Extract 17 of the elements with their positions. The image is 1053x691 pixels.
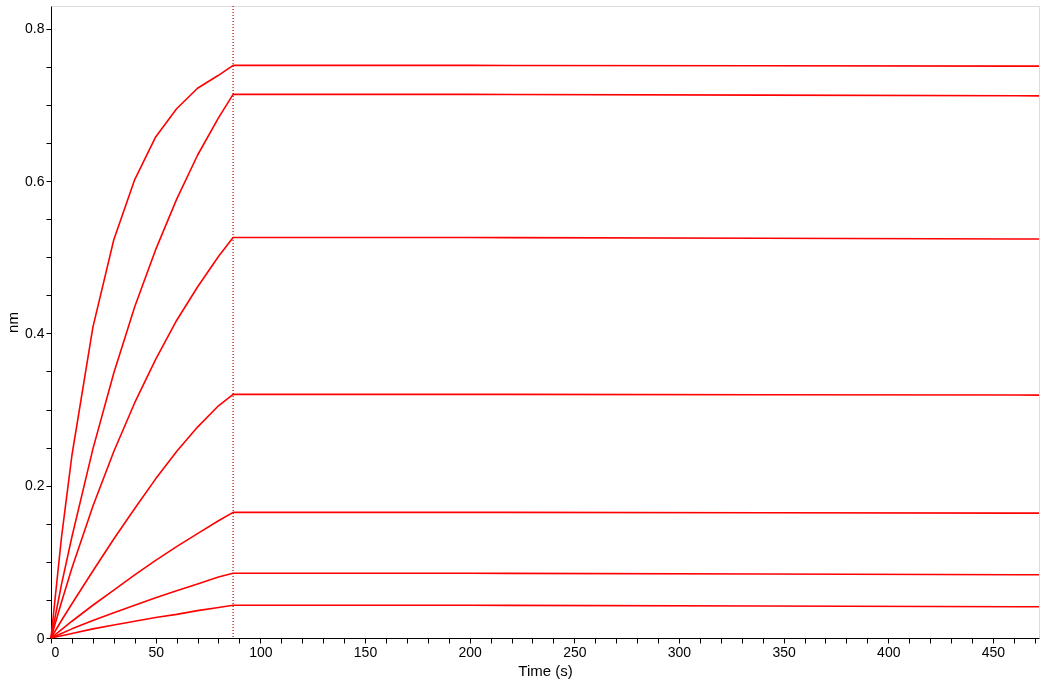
y-tick-label: 0.2 <box>25 477 45 494</box>
x-tick-label: 0 <box>51 643 60 660</box>
y-axis-title: nm <box>4 312 22 333</box>
y-tick-label: 0.8 <box>25 20 45 37</box>
x-tick-label: 200 <box>458 643 483 660</box>
x-tick-label: 400 <box>877 643 901 660</box>
x-tick-label: 450 <box>981 643 1006 660</box>
x-tick-label: 350 <box>772 643 797 660</box>
x-tick-label: 300 <box>667 643 692 660</box>
y-tick-label: 0.4 <box>25 324 45 341</box>
x-tick-label: 50 <box>148 643 165 660</box>
y-tick-label: 0.6 <box>25 172 45 189</box>
x-tick-label: 250 <box>563 643 587 660</box>
y-tick-label: 0 <box>36 629 45 646</box>
x-axis-title: Time (s) <box>518 661 573 679</box>
x-tick-label: 100 <box>249 643 273 660</box>
x-tick-label: 150 <box>353 643 378 660</box>
